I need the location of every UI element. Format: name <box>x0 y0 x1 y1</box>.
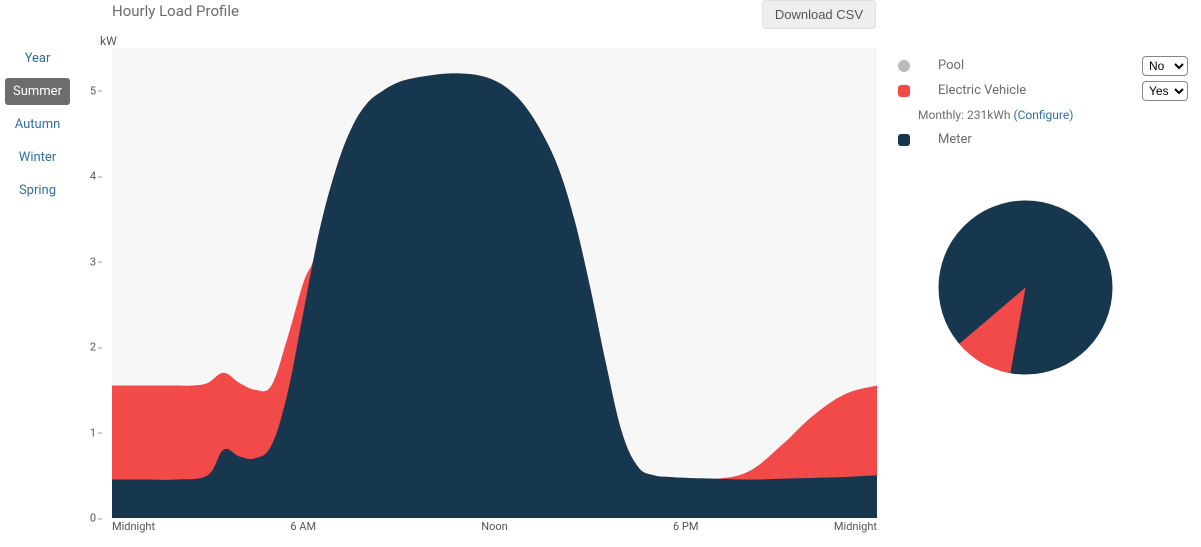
energy-breakdown-pie <box>938 200 1113 375</box>
x-tick: Midnight <box>834 520 877 533</box>
y-tick: 5 <box>82 84 96 97</box>
season-year[interactable]: Year <box>0 45 75 72</box>
season-winter[interactable]: Winter <box>0 144 75 171</box>
y-axis-unit: kW <box>100 34 117 48</box>
pool-toggle-select[interactable]: NoYes <box>1142 56 1188 76</box>
ev-toggle-select[interactable]: NoYes <box>1142 81 1188 101</box>
legend-label: Meter <box>938 132 972 147</box>
x-tick: 6 AM <box>290 520 316 533</box>
legend-row-pool: Pool NoYes <box>898 58 1188 73</box>
legend-row-meter: Meter <box>898 132 1188 147</box>
y-tick: 2 <box>82 341 96 354</box>
legend-label: Pool <box>938 58 964 73</box>
title-text: Hourly Load Profile <box>112 2 239 20</box>
page: Hourly Load Profile Download CSV kW Year… <box>0 0 1201 547</box>
pool-swatch-icon <box>898 60 910 72</box>
legend-row-ev: Electric Vehicle NoYes <box>898 83 1188 98</box>
download-csv-button[interactable]: Download CSV <box>762 0 876 29</box>
x-tick: Noon <box>481 520 507 533</box>
legend-info-text: Monthly: 231kWh <box>918 108 1014 122</box>
ev-swatch-icon <box>898 85 910 97</box>
season-sidebar: Year Summer Autumn Winter Spring <box>0 45 75 210</box>
season-spring[interactable]: Spring <box>0 177 75 204</box>
area-series-meter <box>112 73 877 518</box>
legend-info-ev-info: Monthly: 231kWh (Configure) <box>918 108 1188 122</box>
legend: Pool NoYes Electric Vehicle NoYes Monthly: 2… <box>898 58 1188 157</box>
y-tick: 0 <box>82 512 96 525</box>
x-tick: 6 PM <box>673 520 698 533</box>
meter-swatch-icon <box>898 134 910 146</box>
load-profile-chart <box>112 48 877 518</box>
y-tick: 3 <box>82 255 96 268</box>
x-tick: Midnight <box>112 520 155 533</box>
y-tick: 1 <box>82 426 96 439</box>
season-summer[interactable]: Summer <box>5 78 70 105</box>
legend-label: Electric Vehicle <box>938 83 1026 98</box>
y-tick: 4 <box>82 170 96 183</box>
page-title: Hourly Load Profile <box>112 2 239 20</box>
season-autumn[interactable]: Autumn <box>0 111 75 138</box>
configure-link[interactable]: (Configure) <box>1014 108 1074 122</box>
